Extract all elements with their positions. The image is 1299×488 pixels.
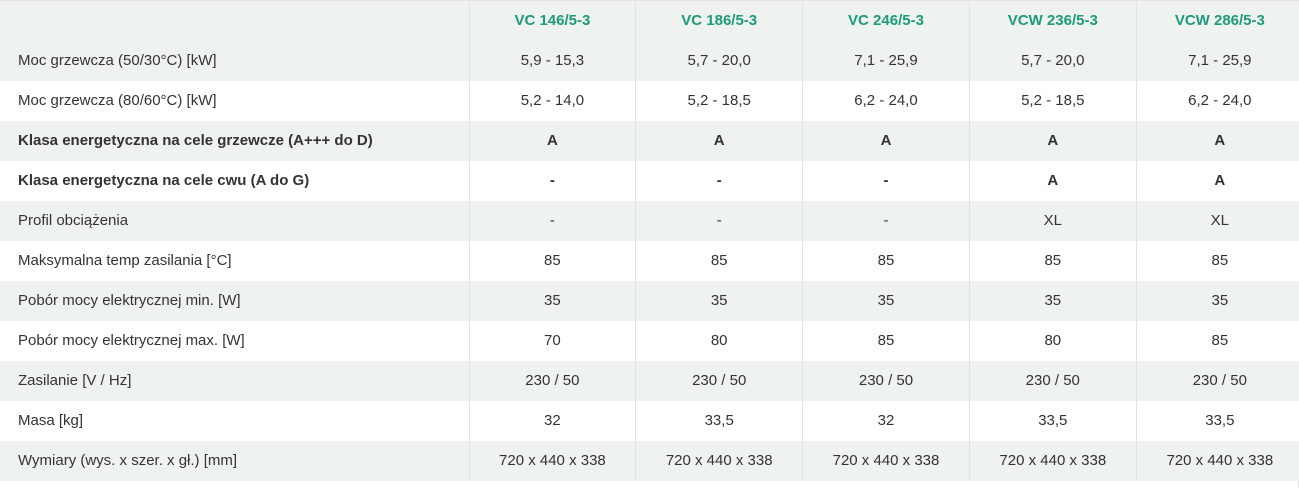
table-row: Klasa energetyczna na cele grzewcze (A++… xyxy=(0,121,1299,161)
value-cell: 85 xyxy=(1135,321,1299,361)
row-label: Zasilanie [V / Hz] xyxy=(18,372,132,389)
value-cell: 85 xyxy=(468,241,636,281)
model-header: VCW 286/5-3 xyxy=(1135,1,1299,41)
row-label: Klasa energetyczna na cele grzewcze (A++… xyxy=(18,132,373,149)
value-cell: XL xyxy=(968,201,1137,241)
value-cell: 230 / 50 xyxy=(468,361,636,401)
value-cell: 5,7 - 20,0 xyxy=(635,41,803,81)
value-cell: 33,5 xyxy=(635,401,803,441)
value-cell: - xyxy=(635,201,803,241)
value-cell: 32 xyxy=(468,401,636,441)
value-cell: 35 xyxy=(468,281,636,321)
model-header: VC 146/5-3 xyxy=(468,1,636,41)
value-cell: 720 x 440 x 338 xyxy=(468,441,636,481)
value-cell: 85 xyxy=(802,241,970,281)
value-cell: A xyxy=(1135,161,1299,201)
value-cell: 230 / 50 xyxy=(968,361,1137,401)
value-cell: 85 xyxy=(968,241,1137,281)
value-cell: 32 xyxy=(802,401,970,441)
spec-table-body: Moc grzewcza (50/30°C) [kW] 5,9 - 15,3 5… xyxy=(0,41,1299,481)
value-cell: 35 xyxy=(635,281,803,321)
value-cell: 5,9 - 15,3 xyxy=(468,41,636,81)
value-cell: 85 xyxy=(802,321,970,361)
table-row: Moc grzewcza (50/30°C) [kW] 5,9 - 15,3 5… xyxy=(0,41,1299,81)
table-row: Masa [kg] 32 33,5 32 33,5 33,5 xyxy=(0,401,1299,441)
value-cell: A xyxy=(1135,121,1299,161)
table-row: Maksymalna temp zasilania [°C] 85 85 85 … xyxy=(0,241,1299,281)
value-cell: 7,1 - 25,9 xyxy=(802,41,970,81)
row-label: Pobór mocy elektrycznej min. [W] xyxy=(18,292,241,309)
row-label: Moc grzewcza (50/30°C) [kW] xyxy=(18,52,217,69)
value-cell: 35 xyxy=(1135,281,1299,321)
value-cell: 5,2 - 18,5 xyxy=(968,81,1137,121)
value-cell: - xyxy=(468,201,636,241)
row-label: Wymiary (wys. x szer. x gł.) [mm] xyxy=(18,452,238,469)
value-cell: A xyxy=(635,121,803,161)
row-label: Profil obciążenia xyxy=(18,212,129,229)
value-cell: 5,2 - 18,5 xyxy=(635,81,803,121)
value-cell: 33,5 xyxy=(1135,401,1299,441)
value-cell: 85 xyxy=(635,241,803,281)
model-header: VCW 236/5-3 xyxy=(968,1,1137,41)
model-header: VC 186/5-3 xyxy=(635,1,803,41)
value-cell: 70 xyxy=(468,321,636,361)
value-cell: 720 x 440 x 338 xyxy=(635,441,803,481)
table-row: Pobór mocy elektrycznej min. [W] 35 35 3… xyxy=(0,281,1299,321)
value-cell: XL xyxy=(1135,201,1299,241)
value-cell: 230 / 50 xyxy=(802,361,970,401)
model-header: VC 246/5-3 xyxy=(802,1,970,41)
value-cell: - xyxy=(802,201,970,241)
value-cell: 35 xyxy=(968,281,1137,321)
table-row: Moc grzewcza (80/60°C) [kW] 5,2 - 14,0 5… xyxy=(0,81,1299,121)
value-cell: 720 x 440 x 338 xyxy=(802,441,970,481)
row-label: Maksymalna temp zasilania [°C] xyxy=(18,252,232,269)
value-cell: A xyxy=(968,161,1137,201)
value-cell: 6,2 - 24,0 xyxy=(1135,81,1299,121)
value-cell: 7,1 - 25,9 xyxy=(1135,41,1299,81)
row-label: Masa [kg] xyxy=(18,412,84,429)
value-cell: 230 / 50 xyxy=(1135,361,1299,401)
value-cell: 35 xyxy=(802,281,970,321)
value-cell: 720 x 440 x 338 xyxy=(968,441,1137,481)
table-row: Pobór mocy elektrycznej max. [W] 70 80 8… xyxy=(0,321,1299,361)
value-cell: 80 xyxy=(968,321,1137,361)
row-label: Moc grzewcza (80/60°C) [kW] xyxy=(18,92,217,109)
value-cell: - xyxy=(468,161,636,201)
value-cell: - xyxy=(635,161,803,201)
value-cell: 33,5 xyxy=(968,401,1137,441)
table-row: Wymiary (wys. x szer. x gł.) [mm] 720 x … xyxy=(0,441,1299,481)
value-cell: 85 xyxy=(1135,241,1299,281)
value-cell: 230 / 50 xyxy=(635,361,803,401)
header-corner-cell xyxy=(0,1,469,41)
value-cell: 5,2 - 14,0 xyxy=(468,81,636,121)
row-label: Pobór mocy elektrycznej max. [W] xyxy=(18,332,245,349)
value-cell: 80 xyxy=(635,321,803,361)
row-label: Klasa energetyczna na cele cwu (A do G) xyxy=(18,172,310,189)
table-row: Klasa energetyczna na cele cwu (A do G) … xyxy=(0,161,1299,201)
value-cell: 720 x 440 x 338 xyxy=(1135,441,1299,481)
table-row: Profil obciążenia - - - XL XL xyxy=(0,201,1299,241)
table-row: Zasilanie [V / Hz] 230 / 50 230 / 50 230… xyxy=(0,361,1299,401)
header-row: VC 146/5-3 VC 186/5-3 VC 246/5-3 VCW 236… xyxy=(0,1,1299,41)
value-cell: A xyxy=(802,121,970,161)
value-cell: 6,2 - 24,0 xyxy=(802,81,970,121)
value-cell: A xyxy=(468,121,636,161)
value-cell: - xyxy=(802,161,970,201)
value-cell: 5,7 - 20,0 xyxy=(968,41,1137,81)
value-cell: A xyxy=(968,121,1137,161)
